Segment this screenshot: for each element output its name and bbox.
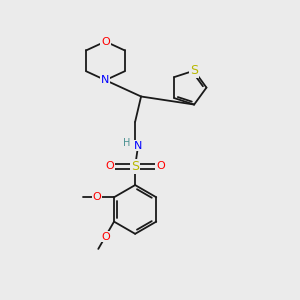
Text: O: O: [92, 192, 101, 202]
Text: H: H: [123, 138, 130, 148]
Text: O: O: [101, 232, 110, 242]
Text: O: O: [106, 161, 114, 171]
Text: O: O: [101, 37, 110, 46]
Text: S: S: [190, 64, 198, 77]
Text: S: S: [131, 160, 139, 173]
Text: N: N: [134, 140, 142, 151]
Text: O: O: [156, 161, 165, 171]
Text: N: N: [101, 75, 110, 85]
